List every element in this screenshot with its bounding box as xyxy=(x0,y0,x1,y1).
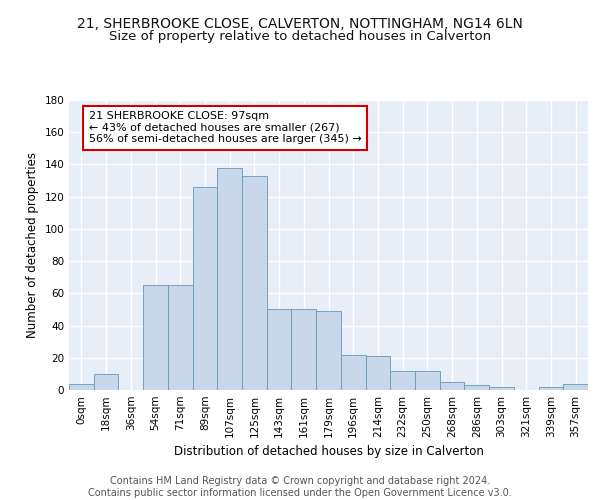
Bar xyxy=(168,286,193,390)
Bar xyxy=(292,310,316,390)
Bar xyxy=(143,286,168,390)
Bar xyxy=(563,384,588,390)
Bar xyxy=(267,310,292,390)
Bar xyxy=(440,382,464,390)
Text: Size of property relative to detached houses in Calverton: Size of property relative to detached ho… xyxy=(109,30,491,43)
Bar xyxy=(242,176,267,390)
Bar xyxy=(341,354,365,390)
Bar xyxy=(539,387,563,390)
Text: Contains HM Land Registry data © Crown copyright and database right 2024.
Contai: Contains HM Land Registry data © Crown c… xyxy=(88,476,512,498)
Bar xyxy=(489,387,514,390)
Bar xyxy=(193,187,217,390)
Y-axis label: Number of detached properties: Number of detached properties xyxy=(26,152,39,338)
Bar xyxy=(415,370,440,390)
X-axis label: Distribution of detached houses by size in Calverton: Distribution of detached houses by size … xyxy=(173,446,484,458)
Bar xyxy=(390,370,415,390)
Bar xyxy=(69,384,94,390)
Bar xyxy=(316,311,341,390)
Text: 21, SHERBROOKE CLOSE, CALVERTON, NOTTINGHAM, NG14 6LN: 21, SHERBROOKE CLOSE, CALVERTON, NOTTING… xyxy=(77,18,523,32)
Text: 21 SHERBROOKE CLOSE: 97sqm
← 43% of detached houses are smaller (267)
56% of sem: 21 SHERBROOKE CLOSE: 97sqm ← 43% of deta… xyxy=(89,112,362,144)
Bar xyxy=(217,168,242,390)
Bar xyxy=(365,356,390,390)
Bar xyxy=(464,385,489,390)
Bar xyxy=(94,374,118,390)
